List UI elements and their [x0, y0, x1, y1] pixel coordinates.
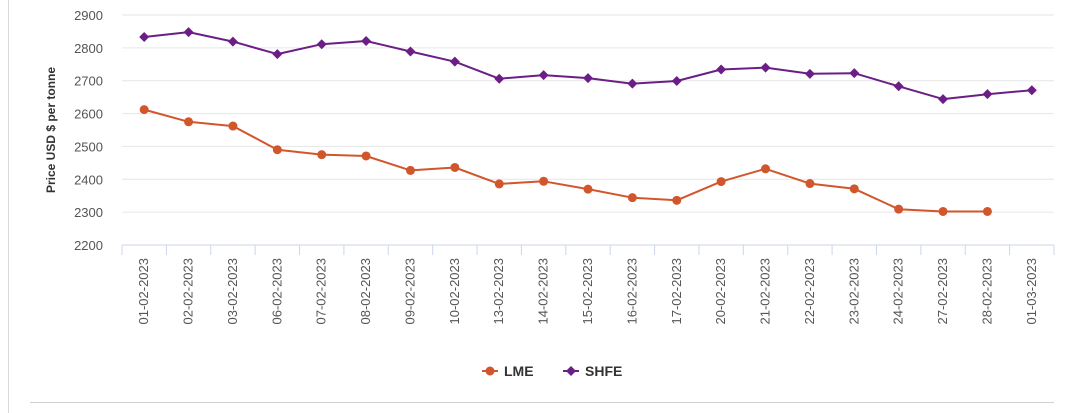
legend-item-lme[interactable]: LME: [482, 363, 534, 379]
legend-swatch-marker[interactable]: [485, 366, 495, 376]
x-tick-label: 02-02-2023: [181, 258, 196, 325]
x-tick-label: 09-02-2023: [402, 258, 417, 325]
data-point-shfe[interactable]: [627, 78, 638, 89]
legend-label: LME: [504, 363, 534, 379]
data-point-shfe[interactable]: [361, 35, 372, 46]
y-tick-label: 2500: [74, 139, 103, 154]
data-point-shfe[interactable]: [849, 68, 860, 79]
y-tick-label: 2200: [74, 238, 103, 253]
x-tick-label: 16-02-2023: [624, 258, 639, 325]
x-tick-label: 20-02-2023: [713, 258, 728, 325]
data-point-shfe[interactable]: [671, 76, 682, 87]
panel-left-border: [8, 0, 9, 413]
data-point-lme[interactable]: [894, 204, 904, 214]
data-point-shfe[interactable]: [316, 39, 327, 50]
data-point-shfe[interactable]: [982, 89, 993, 100]
data-point-lme[interactable]: [139, 105, 149, 115]
data-point-shfe[interactable]: [583, 73, 593, 84]
y-tick-label: 2600: [74, 107, 103, 122]
legend-swatch-marker[interactable]: [566, 366, 576, 376]
y-tick-label: 2300: [74, 205, 103, 220]
data-point-lme[interactable]: [272, 145, 282, 155]
legend-label: SHFE: [585, 363, 622, 379]
data-point-shfe[interactable]: [938, 94, 949, 105]
data-point-lme[interactable]: [938, 206, 948, 216]
y-tick-label: 2400: [74, 172, 103, 187]
legend-item-shfe[interactable]: SHFE: [563, 363, 622, 379]
data-point-lme[interactable]: [583, 184, 593, 194]
x-tick-label: 24-02-2023: [891, 258, 906, 325]
data-point-lme[interactable]: [716, 177, 726, 187]
x-tick-label: 10-02-2023: [447, 258, 462, 325]
data-point-lme[interactable]: [805, 179, 815, 189]
x-tick-label: 07-02-2023: [314, 258, 329, 325]
data-point-shfe[interactable]: [804, 68, 815, 79]
legend: LME SHFE: [482, 363, 622, 379]
series-lme: [139, 105, 992, 216]
x-tick-label: 01-03-2023: [1024, 258, 1039, 325]
x-tick-label: 23-02-2023: [846, 258, 861, 325]
y-axis-label: Price USD $ per tonne: [44, 67, 58, 193]
data-point-shfe[interactable]: [227, 36, 238, 47]
data-point-lme[interactable]: [405, 165, 415, 175]
data-point-lme[interactable]: [672, 195, 682, 205]
data-point-lme[interactable]: [849, 184, 859, 194]
x-tick-label: 21-02-2023: [758, 258, 773, 325]
data-point-lme[interactable]: [494, 179, 504, 189]
x-tick-label: 01-02-2023: [136, 258, 151, 325]
data-point-shfe[interactable]: [893, 81, 904, 92]
data-point-lme[interactable]: [228, 121, 238, 131]
x-tick-label: 06-02-2023: [269, 258, 284, 325]
y-tick-label: 2900: [74, 8, 103, 23]
x-tick-label: 15-02-2023: [580, 258, 595, 325]
x-tick-label: 28-02-2023: [979, 258, 994, 325]
y-axis: 2200 2300 2400 2500 2600 2700 2800 2900: [74, 8, 103, 253]
data-point-shfe[interactable]: [538, 70, 549, 81]
x-tick-label: 22-02-2023: [802, 258, 817, 325]
data-point-lme[interactable]: [317, 150, 327, 160]
x-tick-label: 08-02-2023: [358, 258, 373, 325]
x-axis: 01-02-2023 02-02-2023 03-02-2023 06-02-2023…: [121, 244, 1055, 325]
data-point-lme[interactable]: [184, 117, 194, 127]
data-point-shfe[interactable]: [494, 73, 505, 84]
data-point-lme[interactable]: [450, 162, 460, 172]
data-point-shfe[interactable]: [760, 62, 771, 73]
data-point-shfe[interactable]: [405, 46, 416, 57]
data-point-lme[interactable]: [761, 164, 771, 174]
series: [139, 27, 1037, 216]
y-tick-label: 2800: [74, 41, 103, 56]
data-point-lme[interactable]: [361, 151, 371, 161]
y-tick-label: 2700: [74, 74, 103, 89]
series-line-lme: [143, 108, 988, 213]
data-point-shfe[interactable]: [183, 27, 194, 38]
data-point-shfe[interactable]: [449, 56, 460, 67]
data-point-shfe[interactable]: [716, 64, 727, 75]
gridlines: [122, 14, 1054, 213]
panel-bottom-divider: [30, 402, 1054, 403]
data-point-shfe[interactable]: [139, 32, 150, 43]
x-tick-label: 17-02-2023: [669, 258, 684, 325]
x-tick-label: 27-02-2023: [935, 258, 950, 325]
data-point-shfe[interactable]: [272, 49, 283, 60]
data-point-lme[interactable]: [627, 193, 637, 203]
x-tick-label: 13-02-2023: [491, 258, 506, 325]
data-point-lme[interactable]: [982, 206, 992, 216]
x-tick-label: 03-02-2023: [225, 258, 240, 325]
x-tick-label: 14-02-2023: [536, 258, 551, 325]
data-point-shfe[interactable]: [1026, 85, 1037, 96]
data-point-lme[interactable]: [539, 176, 549, 186]
series-shfe: [139, 27, 1037, 105]
